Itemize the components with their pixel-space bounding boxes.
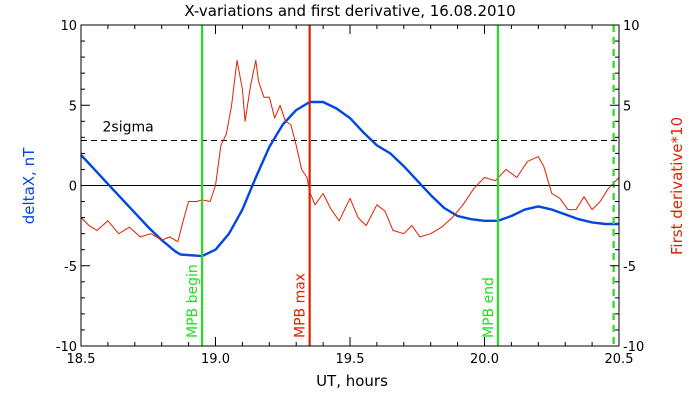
axes-layer: 18.5 19.0 19.5 20.0 20.5-10 -10-5 -50 05 510 10 — [56, 19, 644, 367]
x-tick-label: 18.5 — [67, 352, 96, 367]
y-axis-label-left: deltaX, nT — [20, 147, 38, 224]
x-axis-label: UT, hours — [316, 372, 388, 390]
series-line-deltaX — [80, 100, 619, 258]
y-tick-label-left: 0 — [69, 180, 77, 195]
y-tick-label-left: 5 — [69, 99, 77, 114]
y-tick-label-right: 5 — [623, 99, 631, 114]
chart-title: X-variations and first derivative, 16.08… — [184, 2, 515, 20]
x-tick-label: 20.0 — [470, 352, 499, 367]
threshold-label: 2sigma — [103, 120, 154, 136]
x-tick-label: 19.0 — [201, 352, 230, 367]
marker-label-mpb-max: MPB max — [293, 273, 309, 338]
x-tick-label: 20.5 — [605, 352, 634, 367]
x-tick-label: 19.5 — [336, 352, 365, 367]
y-axis-label-right: First derivative*10 — [668, 117, 686, 255]
series-line-derivative — [80, 59, 620, 243]
marker-label-mpb-end: MPB end — [481, 277, 497, 338]
y-tick-label-right: -5 — [623, 260, 636, 275]
y-tick-label-left: -5 — [64, 260, 77, 275]
y-tick-label-right: 10 — [623, 19, 640, 34]
y-tick-label-left: 10 — [60, 19, 77, 34]
plot-layer: 2sigma MPB begin MPB max MPB end — [80, 25, 620, 346]
y-tick-label-left: -10 — [56, 340, 77, 355]
marker-label-mpb-begin: MPB begin — [185, 264, 201, 338]
y-tick-label-right: -10 — [623, 340, 644, 355]
y-tick-label-right: 0 — [623, 180, 631, 195]
